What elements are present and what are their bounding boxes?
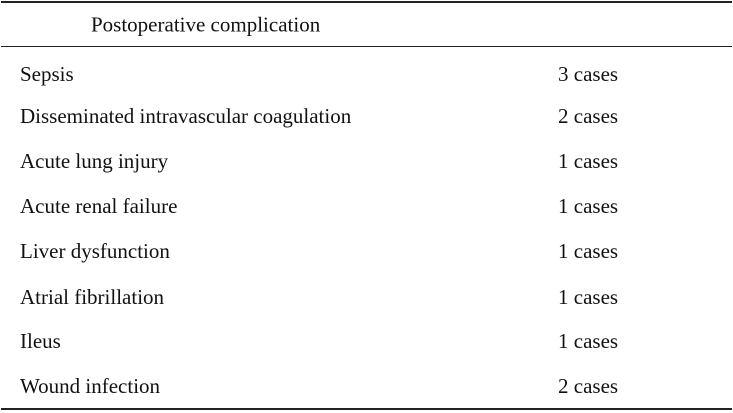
- complication-name: Acute renal failure: [20, 194, 178, 218]
- complication-name: Ileus: [20, 329, 61, 353]
- header-rule: [1, 46, 732, 47]
- case-count: 1 cases: [558, 239, 619, 263]
- complication-name: Liver dysfunction: [20, 239, 170, 263]
- table-row: Acute renal failure 1 cases: [0, 191, 733, 221]
- table-row: Wound infection 2 cases: [0, 371, 733, 401]
- complication-name: Sepsis: [20, 62, 74, 86]
- table-row: Atrial fibrillation 1 cases: [0, 282, 733, 312]
- table-row: Ileus 1 cases: [0, 326, 733, 356]
- case-count: 1 cases: [558, 329, 619, 353]
- case-count: 2 cases: [558, 374, 619, 398]
- table-row: Acute lung injury 1 cases: [0, 146, 733, 176]
- complication-name: Acute lung injury: [20, 149, 169, 173]
- case-count: 1 cases: [558, 149, 619, 173]
- case-count: 2 cases: [558, 104, 619, 128]
- complication-name: Atrial fibrillation: [20, 285, 165, 309]
- top-rule: [1, 1, 732, 3]
- table-row: Sepsis 3 cases: [0, 59, 733, 89]
- column-header: Postoperative complication: [91, 12, 321, 37]
- table-row: Liver dysfunction 1 cases: [0, 236, 733, 266]
- case-count: 3 cases: [558, 62, 619, 86]
- case-count: 1 cases: [558, 285, 619, 309]
- case-count: 1 cases: [558, 194, 619, 218]
- complication-name: Disseminated intravascular coagulation: [20, 104, 352, 128]
- complication-name: Wound infection: [20, 374, 161, 398]
- table-row: Disseminated intravascular coagulation 2…: [0, 101, 733, 131]
- bottom-rule: [1, 408, 732, 410]
